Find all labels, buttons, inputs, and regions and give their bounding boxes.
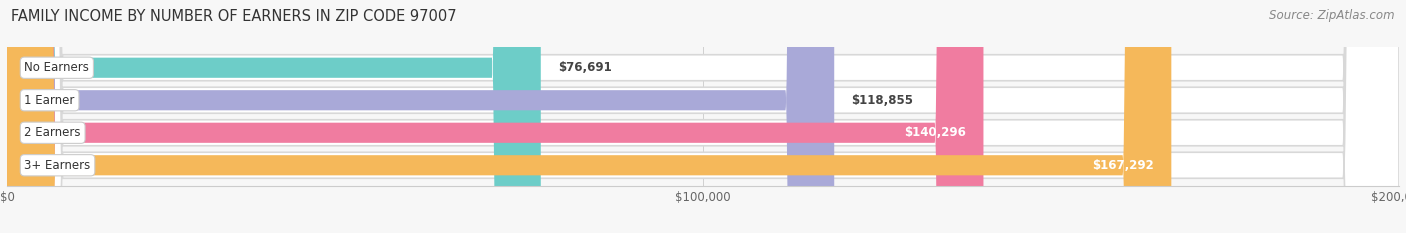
- FancyBboxPatch shape: [7, 0, 1399, 233]
- FancyBboxPatch shape: [7, 0, 1171, 233]
- FancyBboxPatch shape: [7, 0, 983, 233]
- Text: No Earners: No Earners: [24, 61, 90, 74]
- FancyBboxPatch shape: [7, 0, 1399, 233]
- FancyBboxPatch shape: [7, 0, 541, 233]
- Text: $118,855: $118,855: [852, 94, 914, 107]
- Text: Source: ZipAtlas.com: Source: ZipAtlas.com: [1270, 9, 1395, 22]
- Text: FAMILY INCOME BY NUMBER OF EARNERS IN ZIP CODE 97007: FAMILY INCOME BY NUMBER OF EARNERS IN ZI…: [11, 9, 457, 24]
- FancyBboxPatch shape: [7, 0, 834, 233]
- Text: $76,691: $76,691: [558, 61, 612, 74]
- Text: 1 Earner: 1 Earner: [24, 94, 75, 107]
- Text: 3+ Earners: 3+ Earners: [24, 159, 90, 172]
- Text: $140,296: $140,296: [904, 126, 966, 139]
- FancyBboxPatch shape: [7, 0, 1399, 233]
- Text: 2 Earners: 2 Earners: [24, 126, 82, 139]
- Text: $167,292: $167,292: [1092, 159, 1154, 172]
- FancyBboxPatch shape: [7, 0, 1399, 233]
